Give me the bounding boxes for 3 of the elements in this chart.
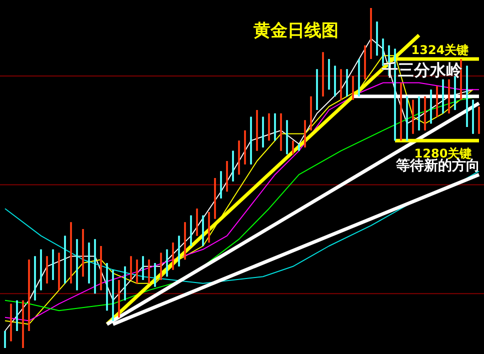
text: 黄金日线图: [252, 21, 338, 41]
series-label: 1324关键: [411, 43, 469, 57]
annotation: 等待新的方向: [395, 157, 480, 174]
